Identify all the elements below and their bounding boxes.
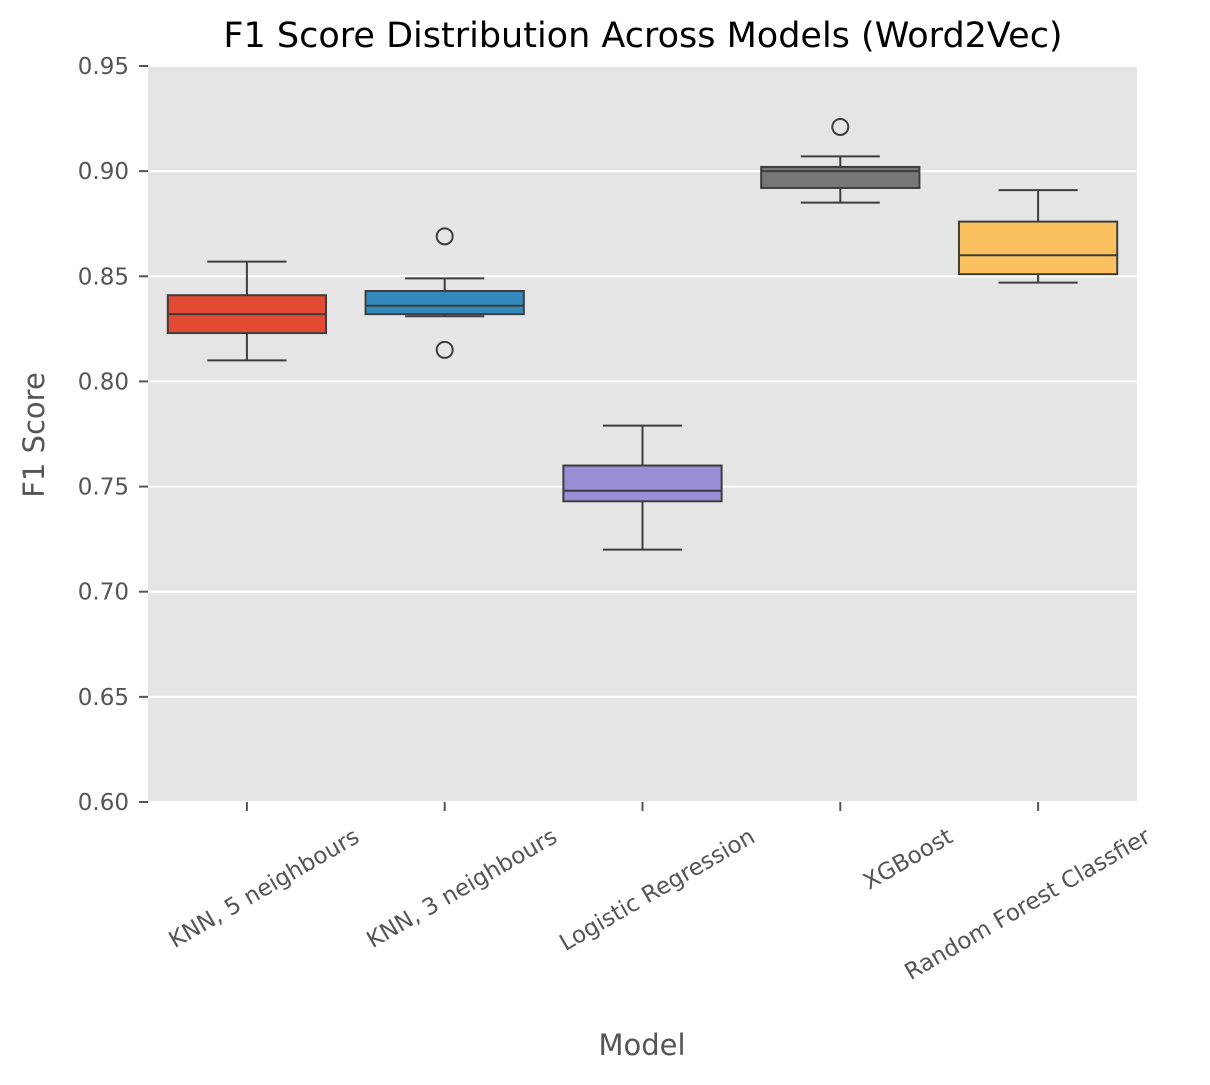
iqr-box bbox=[562, 464, 723, 503]
outlier-point bbox=[831, 117, 850, 136]
y-tick-label: 0.75 bbox=[78, 475, 129, 501]
y-tick-label: 0.90 bbox=[78, 159, 129, 185]
y-tick-label: 0.80 bbox=[78, 369, 129, 395]
box-3 bbox=[760, 117, 921, 204]
y-tick-label: 0.70 bbox=[78, 580, 129, 606]
y-tick-label: 0.60 bbox=[78, 790, 129, 816]
box-2 bbox=[562, 424, 723, 551]
box-0 bbox=[166, 260, 328, 362]
x-tick-label: XGBoost bbox=[859, 824, 957, 896]
y-axis-ticks: 0.60 0.65 0.70 0.75 0.80 0.85 0.90 0.95 bbox=[78, 54, 148, 816]
outlier-point bbox=[435, 227, 454, 246]
iqr-box bbox=[957, 220, 1119, 276]
y-tick-label: 0.95 bbox=[78, 54, 129, 80]
y-tick-label: 0.85 bbox=[78, 264, 129, 290]
y-tick-label: 0.65 bbox=[78, 685, 129, 711]
x-tick-label: KNN, 3 neighbours bbox=[362, 824, 561, 954]
y-axis-label: F1 Score bbox=[17, 372, 51, 498]
outlier-point bbox=[435, 340, 454, 359]
chart-title: F1 Score Distribution Across Models (Wor… bbox=[223, 16, 1062, 56]
iqr-box bbox=[760, 165, 921, 189]
iqr-box bbox=[364, 290, 525, 316]
x-axis-label: Model bbox=[598, 1028, 685, 1062]
box-4 bbox=[957, 189, 1119, 284]
grid-lines bbox=[148, 65, 1137, 803]
box-1 bbox=[364, 227, 525, 359]
x-tick-label: Logistic Regression bbox=[555, 824, 759, 957]
box-series bbox=[166, 117, 1119, 551]
x-tick-label: KNN, 5 neighbours bbox=[165, 824, 364, 954]
